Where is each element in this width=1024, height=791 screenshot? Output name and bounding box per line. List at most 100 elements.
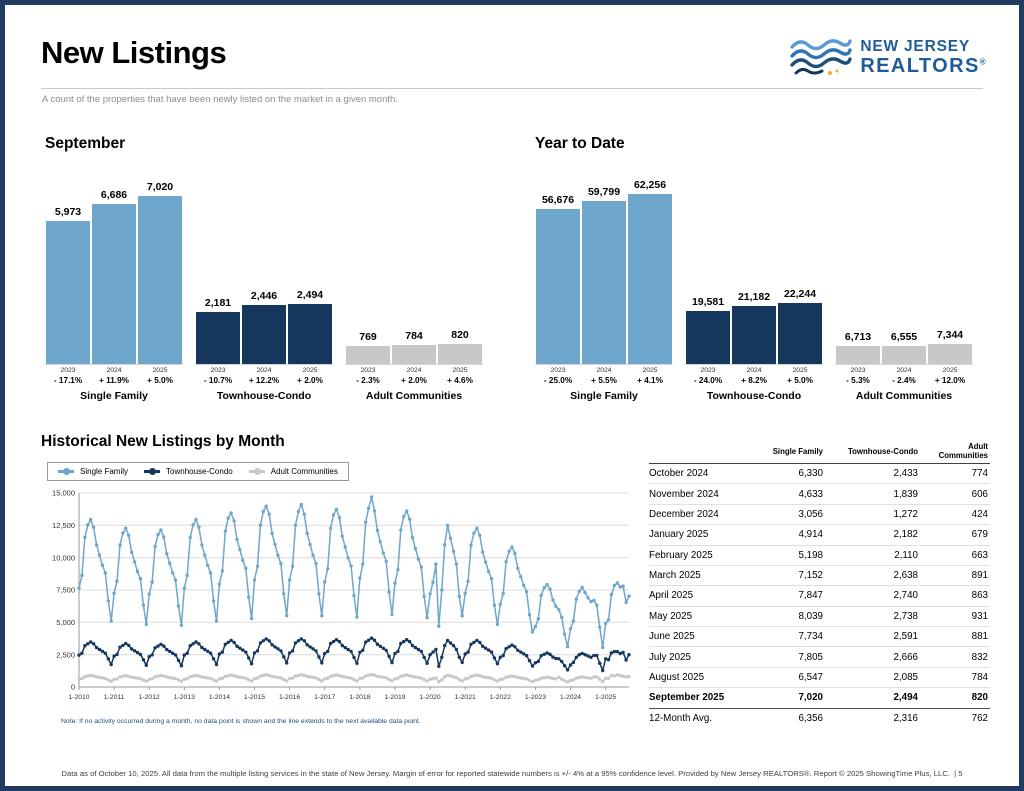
table-row: October 2024 6,330 2,433 774 bbox=[649, 463, 990, 485]
table-cell: 7,734 bbox=[759, 626, 825, 648]
bar-value-label: 6,686 bbox=[100, 188, 128, 201]
svg-text:5,000: 5,000 bbox=[56, 618, 75, 627]
bar-2023 bbox=[536, 209, 580, 364]
table-cell: 820 bbox=[920, 687, 990, 709]
bar-change-label: + 11.9% bbox=[99, 376, 129, 385]
bar-value-label: 7,020 bbox=[146, 180, 174, 193]
legend-marker-icon bbox=[58, 468, 74, 475]
bar-2025 bbox=[778, 303, 822, 364]
table-row-label: June 2025 bbox=[649, 626, 759, 648]
table-cell: 2,638 bbox=[825, 565, 920, 587]
bar-value-label: 19,581 bbox=[691, 295, 725, 308]
table-header-adult-communities: Adult Communities bbox=[920, 442, 990, 464]
bar-column: 769 bbox=[345, 167, 391, 364]
header-divider bbox=[41, 88, 983, 89]
svg-text:15,000: 15,000 bbox=[52, 489, 75, 498]
legend-label: Single Family bbox=[80, 467, 129, 476]
bar-column: 19,581 bbox=[685, 167, 731, 364]
legend-marker-icon bbox=[144, 468, 161, 475]
bar-change-label: + 8.2% bbox=[741, 376, 767, 385]
bar-year-label: 2023 bbox=[210, 367, 226, 374]
historical-line-chart-container: 0 2,500 5,000 7,500 10,000 12,500 15,000 1-2010… bbox=[41, 483, 637, 716]
bar-change-label: + 12.0% bbox=[934, 376, 966, 385]
table-header-row: Single Family Townhouse-Condo Adult Comm… bbox=[649, 442, 990, 464]
bar-year-label: 2025 bbox=[302, 367, 318, 374]
table-cell: 7,020 bbox=[759, 687, 825, 709]
table-cell: 679 bbox=[920, 524, 990, 546]
bar-year-label: 2025 bbox=[642, 367, 658, 374]
table-cell: 832 bbox=[920, 646, 990, 668]
logo-line2: REALTORS® bbox=[860, 54, 987, 77]
logo-line1: NEW JERSEY bbox=[860, 38, 970, 56]
bar-change-label: + 5.0% bbox=[787, 376, 813, 385]
legend-item: Townhouse-Condo bbox=[144, 467, 233, 476]
table-row-label: August 2025 bbox=[649, 667, 759, 689]
table-cell: 6,356 bbox=[798, 712, 823, 724]
bar-change-label: - 17.1% bbox=[53, 376, 83, 385]
bar-year-label: 2025 bbox=[942, 367, 958, 374]
table-cell: 891 bbox=[920, 565, 990, 587]
svg-text:1-2020: 1-2020 bbox=[420, 694, 441, 701]
bar-group-label: Adult Communities bbox=[365, 390, 463, 402]
bar-value-label: 2,446 bbox=[250, 290, 278, 303]
table-cell: 2,494 bbox=[825, 687, 920, 709]
table-cell: 2,110 bbox=[825, 545, 920, 566]
bar-value-label: 59,799 bbox=[587, 185, 621, 198]
bar-value-label: 6,713 bbox=[844, 330, 872, 343]
table-row-label: March 2025 bbox=[649, 565, 759, 587]
bar-2023 bbox=[686, 310, 730, 364]
footer-text: Data as of October 10, 2025. All data fr… bbox=[61, 769, 950, 778]
bar-change-label: - 2.3% bbox=[356, 376, 380, 385]
bar-year-label: 2023 bbox=[360, 367, 376, 374]
table-cell: 6,547 bbox=[759, 667, 825, 689]
table-cell: 881 bbox=[920, 626, 990, 648]
legend-item: Adult Communities bbox=[248, 467, 338, 476]
bar-group-townhouse-condo: 19,581 21,182 22,244 2023 2024 2025 - 24.0% + 8… bbox=[685, 167, 823, 402]
historical-line-chart: 0 2,500 5,000 7,500 10,000 12,500 15,000 1-2010… bbox=[52, 489, 631, 701]
monthly-data-table: Single Family Townhouse-Condo Adult Comm… bbox=[649, 442, 990, 728]
bar-value-label: 2,494 bbox=[296, 289, 324, 302]
bar-year-label: 2024 bbox=[896, 367, 912, 374]
logo-text: NEW JERSEY REALTORS® bbox=[860, 38, 987, 77]
bar-2025 bbox=[138, 195, 182, 364]
bar-2023 bbox=[46, 220, 90, 364]
bar-2023 bbox=[346, 345, 390, 364]
svg-text:1-2017: 1-2017 bbox=[314, 694, 335, 701]
table-row-label: September 2025 bbox=[649, 687, 759, 709]
table-row-label: February 2025 bbox=[649, 545, 759, 566]
bar-change-label: - 2.4% bbox=[892, 376, 916, 385]
bar-value-label: 56,676 bbox=[541, 194, 575, 207]
bar-change-label: + 4.6% bbox=[447, 376, 473, 385]
bar-group-adult-communities: 6,713 6,555 7,344 2023 2024 2025 - 5.3% - 2.4% +… bbox=[835, 167, 973, 402]
table-row: March 2025 7,152 2,638 891 bbox=[649, 565, 990, 587]
bar-year-label: 2023 bbox=[550, 367, 566, 374]
table-cell: 4,914 bbox=[759, 524, 825, 546]
table-cell: 863 bbox=[920, 585, 990, 607]
svg-text:1-2018: 1-2018 bbox=[349, 694, 370, 701]
table-cell: 424 bbox=[920, 504, 990, 526]
bar-column: 59,799 bbox=[581, 167, 627, 364]
table-row: January 2025 4,914 2,182 679 bbox=[649, 524, 990, 546]
table-row: September 2025 7,020 2,494 820 bbox=[649, 687, 990, 709]
bar-value-label: 769 bbox=[359, 330, 377, 343]
table-cell: 1,272 bbox=[825, 504, 920, 526]
historical-heading: Historical New Listings by Month bbox=[41, 433, 285, 450]
svg-text:1-2021: 1-2021 bbox=[455, 694, 476, 701]
bar-2023 bbox=[836, 345, 880, 364]
bar-value-label: 820 bbox=[451, 329, 469, 342]
svg-text:2,500: 2,500 bbox=[56, 650, 75, 659]
page-subtitle: A count of the properties that have been… bbox=[42, 94, 398, 105]
bar-value-label: 62,256 bbox=[633, 179, 667, 192]
table-cell: 2,740 bbox=[825, 585, 920, 607]
table-row: December 2024 3,056 1,272 424 bbox=[649, 504, 990, 526]
bar-change-label: + 12.2% bbox=[248, 376, 280, 385]
table-row: 12-Month Avg. 6,356 2,316 762 bbox=[649, 708, 990, 728]
september-bar-chart: September 5,973 6,686 7,020 2023 2024 2025 - 1… bbox=[45, 135, 483, 402]
bar-change-label: + 5.0% bbox=[147, 376, 173, 385]
bar-value-label: 6,555 bbox=[890, 331, 918, 344]
bar-2025 bbox=[438, 344, 482, 364]
table-cell: 5,198 bbox=[759, 545, 825, 566]
table-header-single-family: Single Family bbox=[759, 442, 825, 464]
bar-2024 bbox=[882, 346, 926, 364]
bar-group-label: Townhouse-Condo bbox=[216, 390, 312, 402]
